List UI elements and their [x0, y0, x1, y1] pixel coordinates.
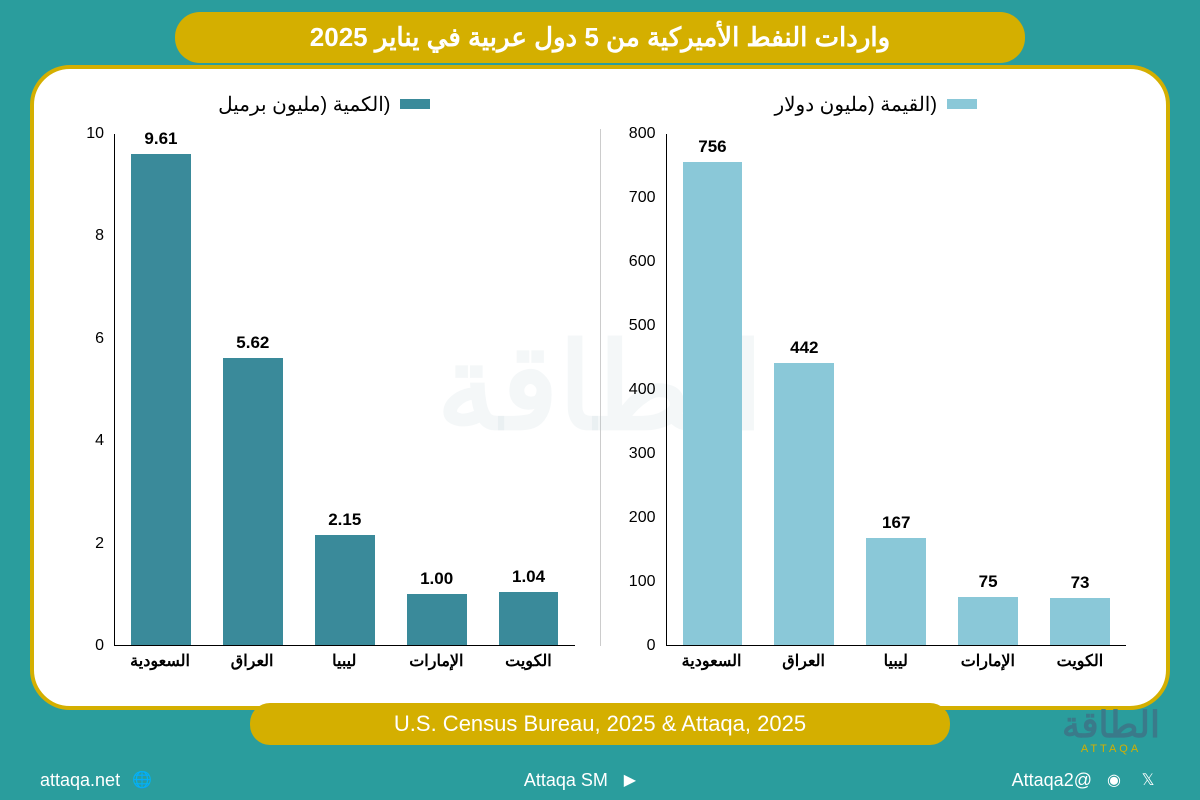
bar-value-label: 9.61: [144, 129, 177, 149]
legend-left: (القيمة (مليون دولار: [616, 89, 1137, 119]
y-tick: 0: [95, 637, 104, 655]
y-tick: 800: [629, 125, 656, 143]
x-labels-right: السعودية العراق ليبيا الإمارات الكويت: [114, 646, 575, 686]
bar-value-label: 1.04: [512, 567, 545, 587]
chart-area-left: 0100200300400500600700800 7564421677573 …: [616, 134, 1137, 686]
instagram-icon: ◉: [1102, 768, 1126, 792]
bar: 5.62: [223, 358, 283, 645]
bar-value-label: 756: [698, 137, 726, 157]
bar-value-label: 75: [979, 572, 998, 592]
chart-left-value: (القيمة (مليون دولار 0 100 200 300 400 500 600…: [616, 89, 1137, 686]
source-pill: U.S. Census Bureau, 2025 & Attaqa, 2025: [250, 703, 950, 745]
x-category-label: الكويت: [505, 651, 552, 671]
globe-icon: 🌐: [130, 768, 154, 792]
y-axis-right: 0246810: [64, 134, 109, 646]
logo: الطاقة ATTAQA: [1062, 707, 1160, 755]
bar: 167: [866, 538, 926, 645]
page-title: واردات النفط الأميركية من 5 دول عربية في…: [310, 22, 890, 52]
source-text: U.S. Census Bureau, 2025 & Attaqa, 2025: [394, 711, 806, 736]
bar: 9.61: [131, 154, 191, 645]
x-category-label: السعودية: [130, 651, 190, 671]
x-category-label: الكويت: [1057, 651, 1104, 671]
y-tick: 0: [647, 637, 656, 655]
plot-right: 9.61 5.62 2.15 1.00 1.04: [114, 134, 575, 646]
bar: 756: [683, 162, 743, 645]
legend-right: (الكمية (مليون برميل: [64, 89, 585, 119]
bar: 1.00: [407, 594, 467, 645]
youtube-icon: ▶: [618, 768, 642, 792]
y-tick: 600: [629, 253, 656, 271]
x-category-label: ليبيا: [884, 651, 908, 671]
y-tick: 2: [95, 535, 104, 553]
y-axis-left: 0100200300400500600700800: [616, 134, 661, 646]
bottom-bar: 𝕏 ◉ @Attaqa2 ▶ Attaqa SM 🌐 attaqa.net: [0, 760, 1200, 800]
y-tick: 6: [95, 330, 104, 348]
chart-right-quantity: (الكمية (مليون برميل 0 2 4 6 8 10 9.61 5.62 2.1…: [64, 89, 585, 686]
website: attaqa.net: [40, 770, 120, 791]
main-panel: الطاقة (القيمة (مليون دولار 010020030040…: [30, 65, 1170, 710]
x-category-label: الإمارات: [961, 651, 1015, 671]
header-title-pill: واردات النفط الأميركية من 5 دول عربية في…: [175, 12, 1025, 63]
y-tick: 400: [629, 381, 656, 399]
y-tick: 200: [629, 509, 656, 527]
legend-swatch-right: [400, 99, 430, 109]
social-center: ▶ Attaqa SM: [524, 768, 642, 792]
social-right: 🌐 attaqa.net: [40, 768, 154, 792]
legend-text-right: (الكمية (مليون برميل: [218, 92, 390, 117]
social-left: 𝕏 ◉ @Attaqa2: [1012, 768, 1160, 792]
x-category-label: العراق: [782, 651, 825, 671]
bar-value-label: 5.62: [236, 333, 269, 353]
y-tick: 4: [95, 432, 104, 450]
x-category-label: السعودية: [682, 651, 742, 671]
bar-value-label: 2.15: [328, 510, 361, 530]
x-icon: 𝕏: [1136, 768, 1160, 792]
y-tick: 8: [95, 227, 104, 245]
bar: 442: [774, 363, 834, 645]
bar: 73: [1050, 598, 1110, 645]
bar: 75: [958, 597, 1018, 645]
vertical-divider: [600, 129, 601, 646]
chart-area-right: 0246810 9.615.622.151.001.04 السعوديةالع…: [64, 134, 585, 686]
y-tick: 10: [86, 125, 104, 143]
bar-value-label: 442: [790, 338, 818, 358]
x-category-label: ليبيا: [332, 651, 356, 671]
legend-swatch-left: [947, 99, 977, 109]
x-category-label: الإمارات: [409, 651, 463, 671]
x-category-label: العراق: [231, 651, 274, 671]
y-tick: 700: [629, 189, 656, 207]
logo-main: الطاقة: [1062, 707, 1160, 743]
bar-value-label: 167: [882, 513, 910, 533]
bar: 1.04: [499, 592, 559, 645]
social-handle-2: Attaqa SM: [524, 770, 608, 791]
y-tick: 100: [629, 573, 656, 591]
y-tick: 300: [629, 445, 656, 463]
social-handle-1: @Attaqa2: [1012, 770, 1092, 791]
legend-text-left: (القيمة (مليون دولار: [774, 92, 937, 117]
plot-left: 756 442 167 75 73: [666, 134, 1127, 646]
bar-value-label: 1.00: [420, 569, 453, 589]
y-tick: 500: [629, 317, 656, 335]
bar: 2.15: [315, 535, 375, 645]
x-labels-left: السعودية العراق ليبيا الإمارات الكويت: [666, 646, 1127, 686]
bar-value-label: 73: [1071, 573, 1090, 593]
